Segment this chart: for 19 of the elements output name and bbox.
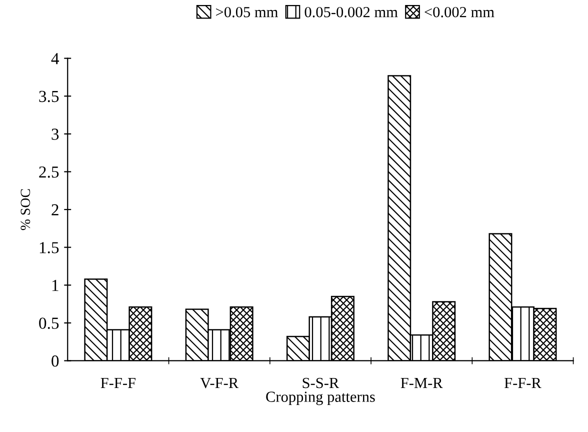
y-tick-label: 3 (52, 128, 59, 140)
x-tick-label: S-S-R (302, 378, 340, 388)
y-tick-label: 0 (52, 355, 59, 367)
y-tick-label: 0.5 (39, 318, 59, 329)
y-tick-label: 2 (52, 204, 58, 216)
legend-label: >0.05 mm (216, 6, 278, 18)
x-tick-label: V-F-R (200, 378, 239, 388)
y-tick-label: 1.5 (40, 242, 59, 254)
y-tick-label: 4 (51, 53, 60, 64)
x-tick-label: F-M-R (400, 378, 443, 388)
y-tick-label: 3.5 (39, 90, 59, 102)
x-tick-label: F-F-F (100, 378, 136, 388)
legend-label: <0.002 mm (424, 6, 494, 18)
y-tick-label: 2.5 (39, 166, 59, 178)
legend-label: 0.05-0.002 mm (304, 6, 398, 18)
x-tick-label: F-F-R (504, 378, 542, 388)
x-axis-title: Cropping patterns (266, 392, 375, 406)
y-axis-title: % SOC (20, 189, 30, 230)
y-tick-label: 1 (52, 280, 58, 291)
